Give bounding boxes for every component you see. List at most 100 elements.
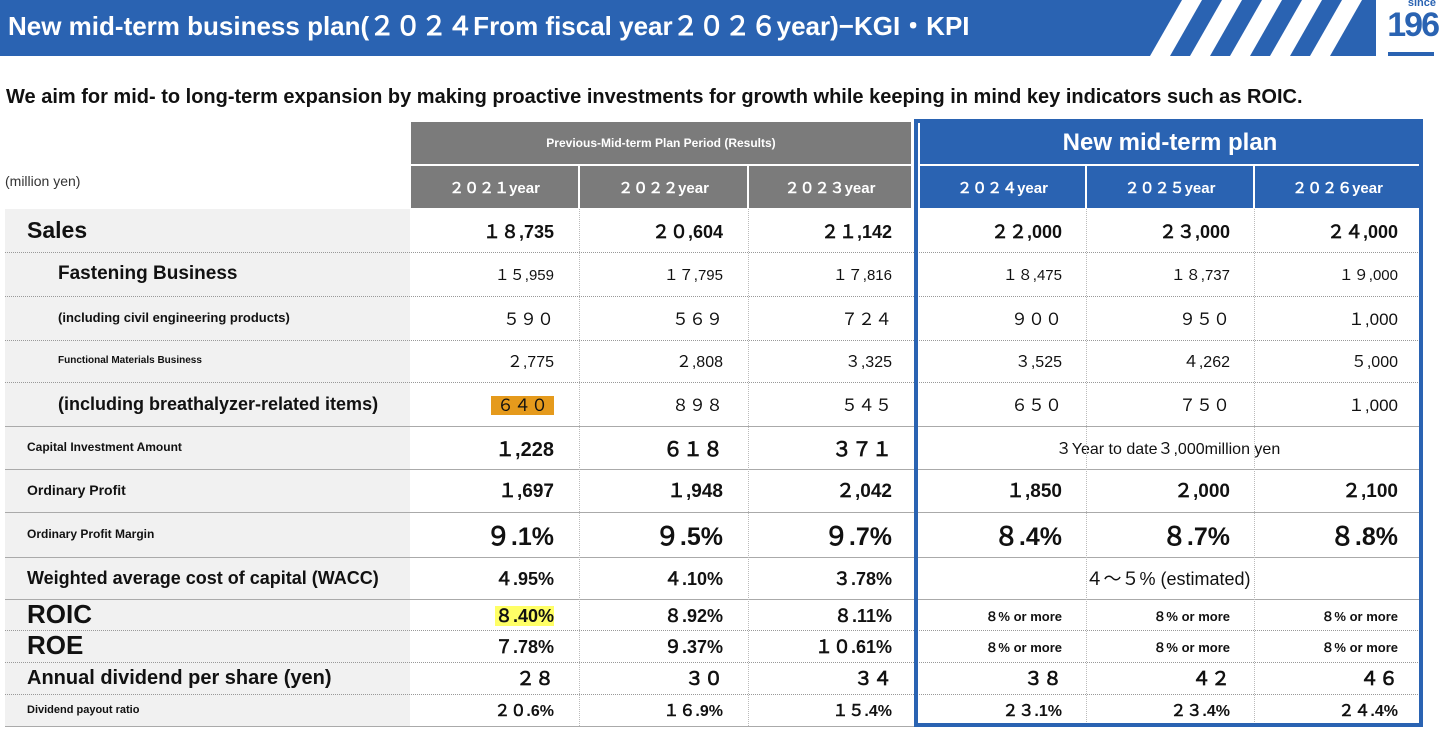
cell-2021: ８.40% [404, 605, 554, 628]
row-divider [5, 630, 1420, 631]
subtitle: We aim for mid- to long-term expansion b… [6, 86, 1303, 108]
row-label: ROE [27, 630, 84, 661]
year-header-2024: ２０２４year [920, 166, 1085, 208]
cell-2024: ２３.1% [1002, 703, 1062, 721]
cell-2024: ６５０ [1011, 395, 1062, 415]
cell-2026: １９,000 [1338, 267, 1398, 284]
cell-2026: ４６ [1359, 668, 1398, 690]
cell-2022: ８.92% [663, 605, 723, 626]
cell-2021: １８,735 [482, 221, 554, 242]
cell-2021: ７.78% [494, 637, 554, 658]
cell-2023: ３７１ [832, 438, 892, 461]
row-divider [5, 382, 1420, 383]
previous-plan-header: Previous-Mid-term Plan Period (Results) [411, 122, 911, 164]
cell-2024: ８% or more [985, 640, 1062, 656]
highlighted-value: ６４０ [491, 395, 554, 415]
cell-2025: ２３,000 [1158, 221, 1230, 242]
cell-2023: ９.7% [823, 522, 892, 551]
cell-2026: ２４.4% [1338, 703, 1398, 721]
logo-underline [1388, 52, 1434, 56]
row-divider [5, 694, 1420, 695]
decorative-stripes [1150, 0, 1362, 56]
cell-2023: １５.4% [832, 703, 892, 721]
cell-2022: ２,808 [675, 354, 723, 372]
cell-2021: ４.95% [494, 569, 554, 590]
cell-2021: ２０.6% [494, 703, 554, 721]
cell-2022: ８９８ [672, 395, 723, 415]
cell-2022: ９.37% [663, 637, 723, 658]
cell-2022: １６.9% [663, 703, 723, 721]
row-label: Capital Investment Amount [27, 439, 182, 454]
page-title: New mid-term business plan(２０２４From fisc… [8, 11, 970, 41]
company-logo: since 196 [1376, 0, 1440, 64]
cell-2023: ２１,142 [820, 221, 892, 242]
cell-2025: ８.7% [1161, 522, 1230, 551]
row-divider [5, 662, 1420, 663]
row-label: Sales [27, 217, 88, 244]
logo-since-text: since [1407, 0, 1436, 9]
cell-2024: ８% or more [985, 608, 1062, 624]
cell-2022: ６１８ [663, 438, 723, 461]
row-label: (including breathalyzer-related items) [58, 393, 379, 414]
cell-2021: ２８ [515, 668, 554, 690]
row-divider [5, 469, 1420, 470]
cell-2023: ７２４ [841, 309, 892, 329]
cell-2022: ３０ [684, 668, 723, 690]
cell-2026: ８.8% [1329, 522, 1398, 551]
row-label-column [5, 209, 410, 726]
new-plan-header: New mid-term plan [920, 122, 1420, 164]
column-divider [748, 209, 749, 726]
cell-2021: ９.1% [485, 522, 554, 551]
cell-2023: １０.61% [814, 637, 892, 658]
cell-2021: ６４０ [404, 395, 554, 416]
cell-2025: １８,737 [1170, 267, 1230, 284]
header-banner: New mid-term business plan(２０２４From fisc… [0, 0, 1440, 56]
row-divider [5, 340, 1420, 341]
cell-2025: ４,262 [1182, 354, 1230, 372]
column-divider [1086, 209, 1087, 726]
column-divider [579, 209, 580, 726]
cell-2025: ７５０ [1179, 395, 1230, 415]
cell-2025: ２３.4% [1170, 703, 1230, 721]
cell-2022: １７,795 [663, 267, 723, 284]
row-divider [5, 252, 1420, 253]
row-label: Ordinary Profit [27, 482, 126, 499]
cell-2023: ５４５ [841, 395, 892, 415]
row-label: Weighted average cost of capital (WACC) [27, 567, 379, 588]
merged-plan-cell: ４～５% (estimated) [1085, 569, 1251, 590]
cell-2022: ９.5% [654, 522, 723, 551]
cell-2024: ３,525 [1014, 354, 1062, 372]
logo-number: 196 [1387, 6, 1440, 44]
row-label: ROIC [27, 598, 92, 629]
cell-2021: １５,959 [494, 267, 554, 284]
cell-2022: ５６９ [672, 309, 723, 329]
cell-2024: ３８ [1023, 668, 1062, 690]
cell-2021: １,697 [498, 481, 554, 503]
cell-2024: １,850 [1006, 481, 1062, 503]
cell-2026: ８% or more [1321, 640, 1398, 656]
row-divider [5, 426, 1420, 427]
cell-2023: １７,816 [832, 267, 892, 284]
cell-2022: ４.10% [663, 569, 723, 590]
cell-2023: ３４ [853, 668, 892, 690]
row-label: Fastening Business [58, 263, 238, 285]
row-divider [5, 296, 1420, 297]
cell-2023: ８.11% [833, 605, 892, 626]
cell-2021: ５９０ [503, 309, 554, 329]
cell-2024: ２２,000 [990, 221, 1062, 242]
unit-label: (million yen) [5, 173, 81, 189]
cell-2024: １８,475 [1002, 267, 1062, 284]
cell-2023: ３.78% [832, 569, 892, 590]
cell-2022: １,948 [667, 481, 723, 503]
cell-2024: ９００ [1011, 309, 1062, 329]
year-header-2026: ２０２６year [1255, 166, 1420, 208]
row-label: Ordinary Profit Margin [27, 526, 155, 541]
cell-2025: ２,000 [1174, 481, 1230, 503]
row-divider [5, 512, 1420, 513]
cell-2025: ８% or more [1153, 640, 1230, 656]
cell-2024: ８.4% [993, 522, 1062, 551]
row-divider [5, 726, 1420, 727]
cell-2025: ８% or more [1153, 608, 1230, 624]
row-divider [5, 599, 1420, 600]
cell-2025: ４２ [1191, 668, 1230, 690]
